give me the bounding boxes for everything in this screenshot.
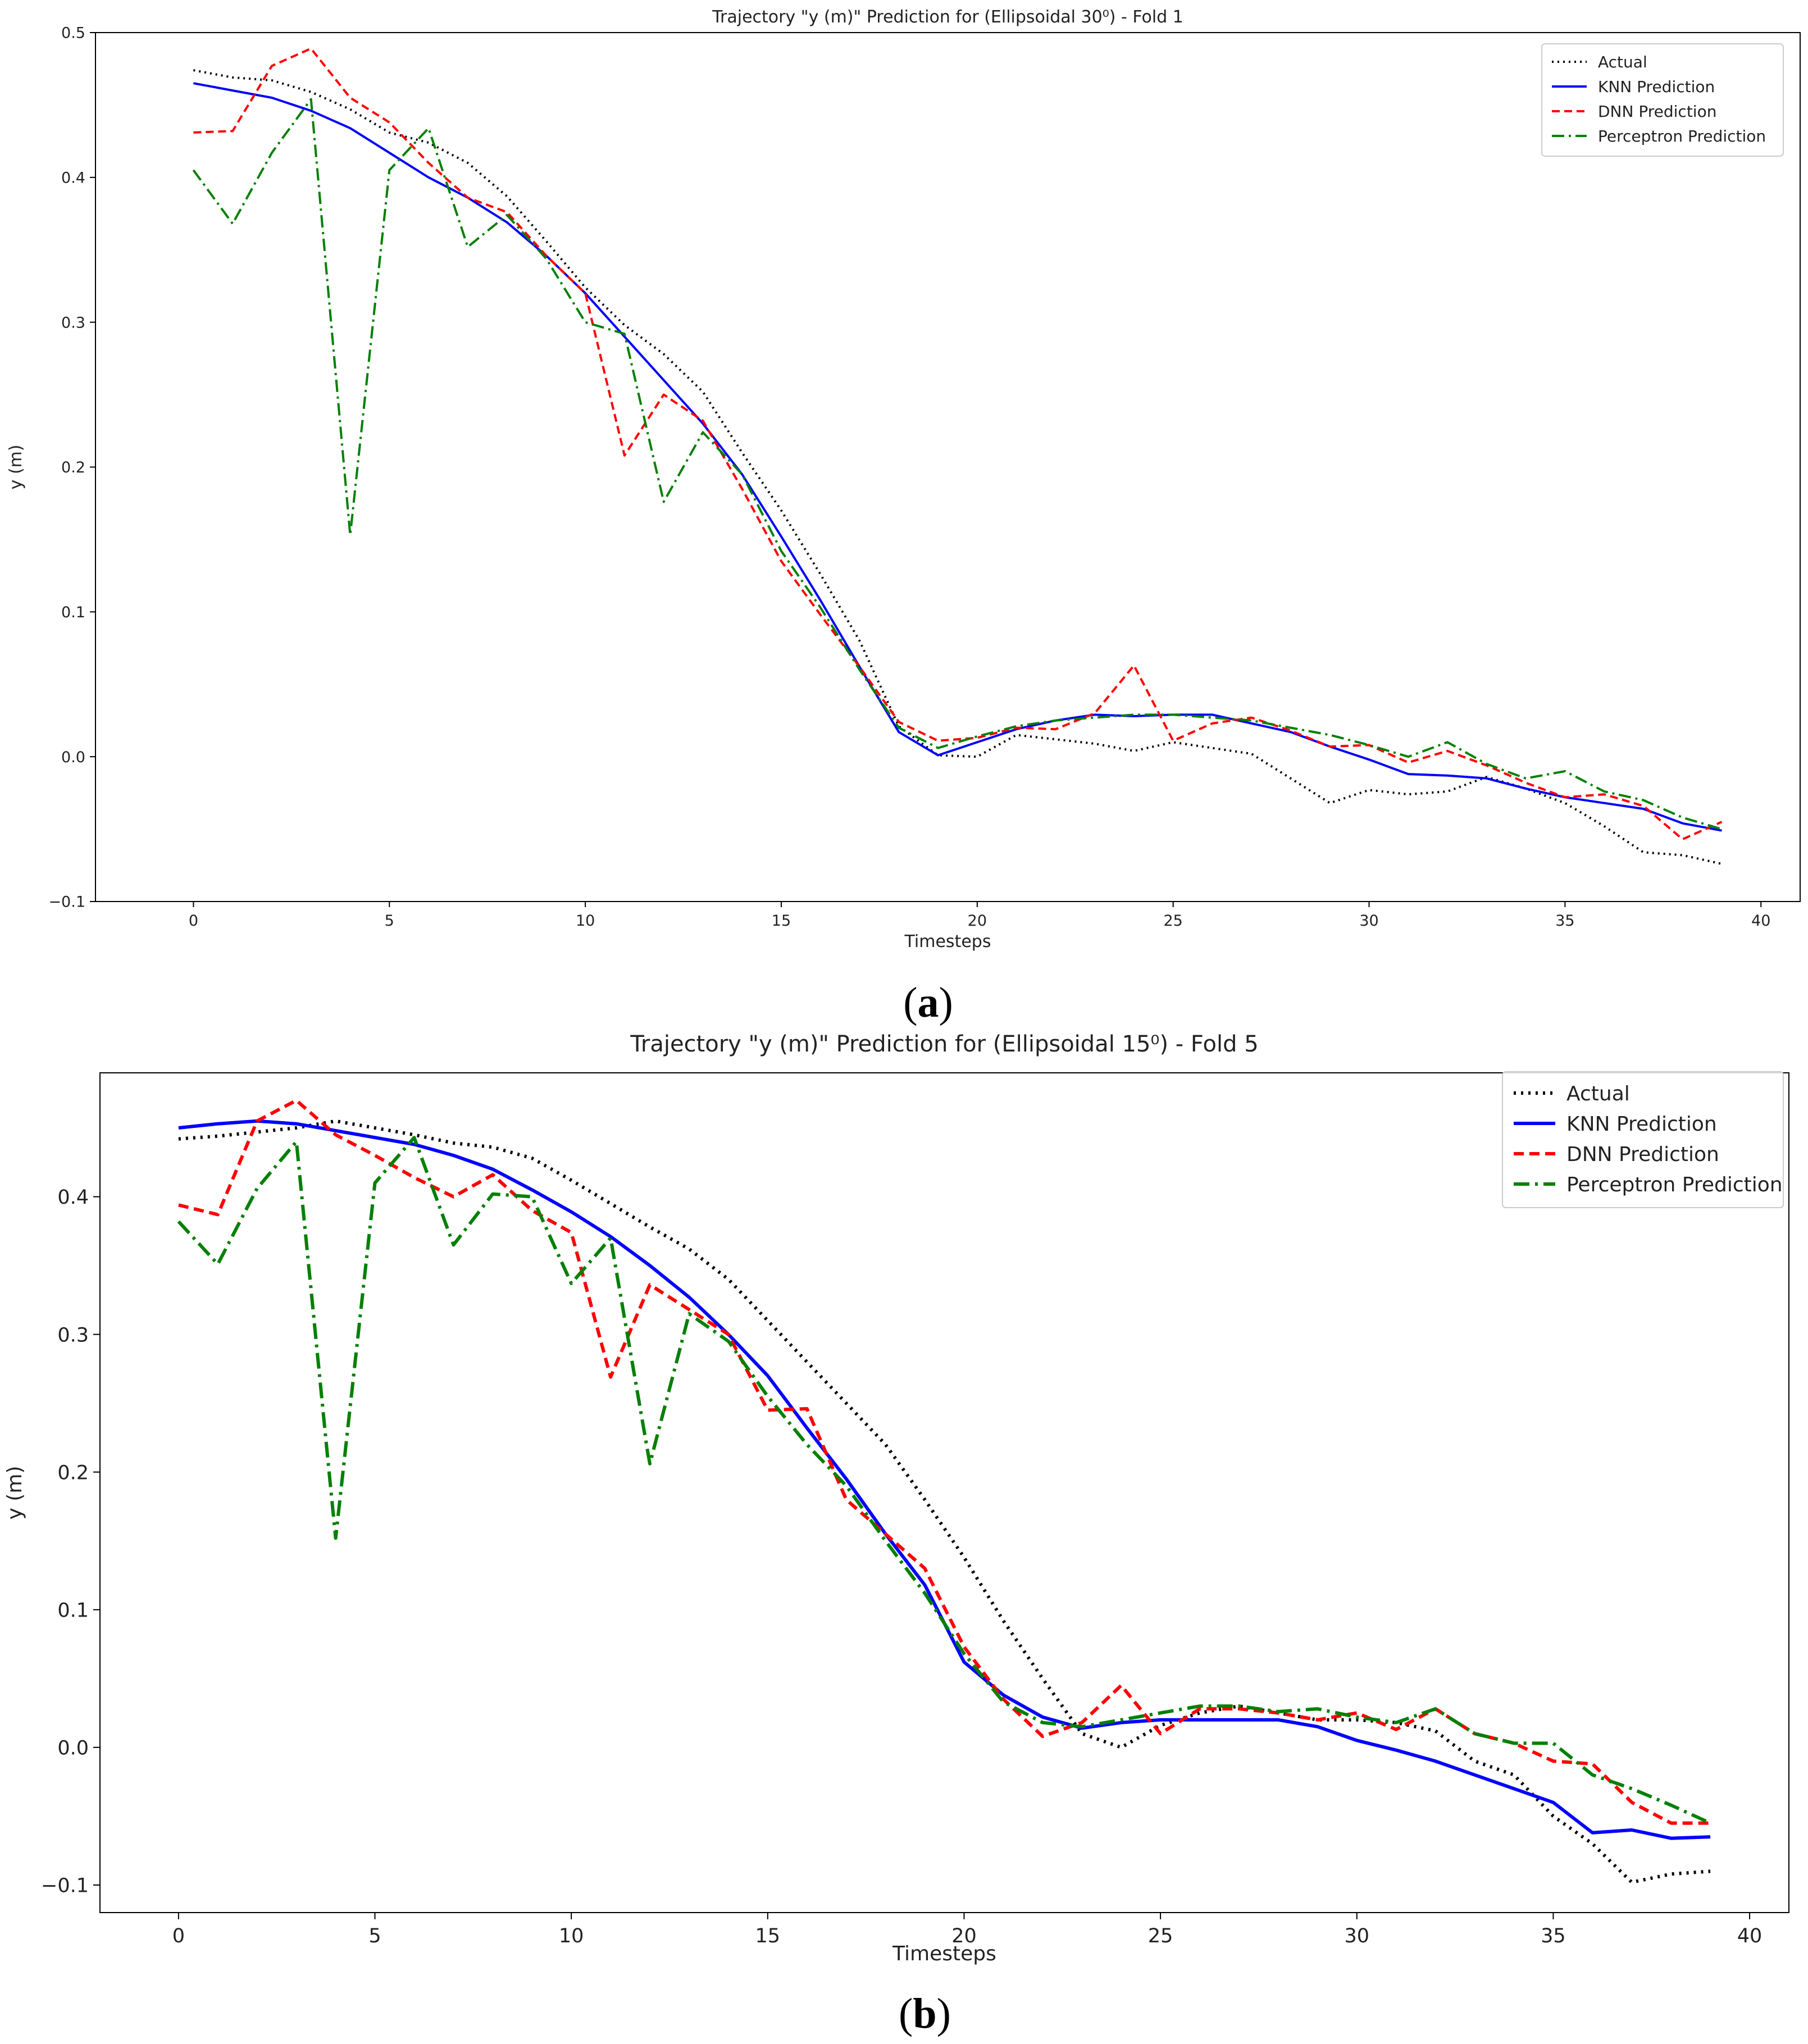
y-tick-label: 0.2	[57, 1462, 89, 1484]
series-line-dnn-prediction	[193, 47, 1723, 841]
x-tick-label: 15	[772, 912, 791, 930]
y-tick-label: 0.2	[61, 459, 85, 476]
y-tick-label: 0.0	[61, 749, 85, 766]
legend-label-actual: Actual	[1566, 1082, 1630, 1105]
chart-panel-b: Trajectory "y (m)" Prediction for (Ellip…	[0, 1022, 1808, 2044]
y-tick-label: −0.1	[48, 894, 85, 911]
legend-label-perceptron-prediction: Perceptron Prediction	[1566, 1173, 1783, 1196]
plot-area-frame	[95, 32, 1801, 902]
chart-b: Trajectory "y (m)" Prediction for (Ellip…	[3, 1031, 1789, 2037]
chart-panel-a: Trajectory "y (m)" Prediction for (Ellip…	[6, 7, 1801, 1026]
x-axis-label: Timesteps	[904, 932, 991, 952]
legend-label-knn-prediction: KNN Prediction	[1598, 78, 1715, 96]
panel-caption: (b)	[899, 1990, 951, 2037]
y-axis-label: y (m)	[3, 1466, 26, 1520]
x-tick-label: 5	[385, 912, 394, 930]
series-line-knn-prediction	[193, 82, 1722, 832]
x-tick-label: 35	[1555, 912, 1574, 930]
panel-caption: (a)	[903, 979, 953, 1026]
series-group	[192, 47, 1723, 865]
x-tick-label: 35	[1541, 1925, 1566, 1947]
series-group	[177, 1099, 1711, 1884]
chart-title: Trajectory "y (m)" Prediction for (Ellip…	[712, 7, 1183, 27]
series-line-actual	[178, 1119, 1711, 1884]
x-tick-label: 5	[368, 1925, 381, 1947]
y-tick-label: 0.0	[57, 1737, 89, 1760]
x-tick-label: 40	[1737, 1925, 1763, 1947]
y-tick-label: −0.1	[41, 1875, 89, 1897]
x-tick-label: 20	[968, 912, 987, 930]
x-tick-label: 0	[172, 1925, 185, 1947]
legend-box	[1541, 43, 1784, 157]
x-tick-label: 15	[755, 1925, 781, 1947]
y-tick-label: 0.1	[61, 604, 85, 621]
plot-area-frame	[99, 1072, 1789, 1913]
y-tick-label: 0.5	[61, 25, 85, 42]
series-line-dnn-prediction	[178, 1099, 1711, 1825]
legend-box	[1502, 1071, 1784, 1208]
x-tick-label: 30	[1359, 912, 1378, 930]
x-axis-label: Timesteps	[892, 1942, 996, 1965]
legend-label-actual: Actual	[1598, 53, 1647, 71]
series-line-perceptron-prediction	[192, 98, 1723, 831]
x-tick-label: 30	[1344, 1925, 1369, 1947]
legend-label-perceptron-prediction: Perceptron Prediction	[1598, 127, 1766, 145]
x-tick-label: 10	[576, 912, 595, 930]
series-line-perceptron-prediction	[177, 1136, 1711, 1825]
x-tick-label: 20	[951, 1925, 977, 1947]
x-tick-label: 25	[1148, 1925, 1173, 1947]
x-tick-label: 40	[1751, 912, 1770, 930]
legend-label-dnn-prediction: DNN Prediction	[1566, 1143, 1719, 1166]
series-line-knn-prediction	[178, 1119, 1711, 1840]
legend-label-dnn-prediction: DNN Prediction	[1598, 102, 1716, 121]
y-tick-label: 0.4	[61, 170, 85, 187]
x-tick-label: 25	[1163, 912, 1182, 930]
y-axis-label: y (m)	[6, 445, 26, 490]
y-tick-label: 0.3	[61, 314, 85, 331]
legend-label-knn-prediction: KNN Prediction	[1566, 1113, 1717, 1136]
y-tick-label: 0.4	[57, 1186, 89, 1209]
x-tick-label: 10	[559, 1925, 584, 1947]
y-tick-label: 0.3	[57, 1324, 89, 1346]
x-tick-label: 0	[189, 912, 198, 930]
series-line-actual	[193, 69, 1722, 865]
y-tick-label: 0.1	[57, 1599, 89, 1622]
chart-title: Trajectory "y (m)" Prediction for (Ellip…	[630, 1031, 1258, 1057]
chart-a: Trajectory "y (m)" Prediction for (Ellip…	[6, 7, 1801, 1026]
